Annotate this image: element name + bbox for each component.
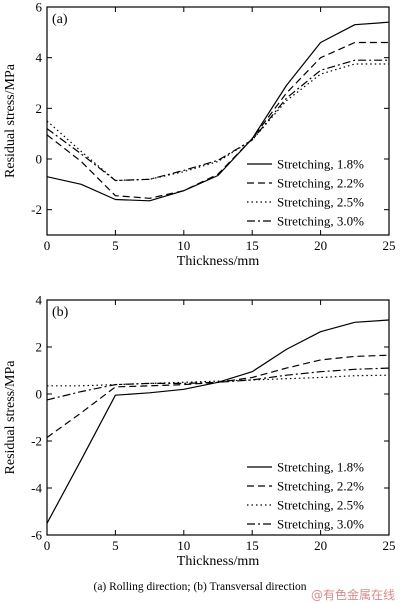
x-tick-label: 15 xyxy=(246,238,259,253)
series-line xyxy=(47,374,390,387)
x-tick-label: 15 xyxy=(246,538,259,553)
panel-a-rolling-direction: 0 5 10 15 20 25 -2 0 2 4 6 Thickness/mm Residual str… xyxy=(3,0,396,269)
y-tick-label: -6 xyxy=(31,528,42,543)
x-tick-label: 25 xyxy=(383,538,396,553)
legend-label: Stretching, 2.5% xyxy=(277,195,364,210)
panel-label: (b) xyxy=(52,305,69,320)
panel-b-transversal-direction: 0 5 10 15 20 25 -6 -4 -2 0 2 4 Thickness/mm Residual … xyxy=(3,293,396,570)
legend-label: Stretching, 1.8% xyxy=(277,460,364,475)
watermark: @有色金属在线 xyxy=(311,587,395,602)
series-line xyxy=(46,41,389,199)
x-tick-label: 20 xyxy=(314,538,327,553)
y-tick-label: 0 xyxy=(36,152,43,167)
x-tick-label: 5 xyxy=(112,238,119,253)
y-tick-label: -4 xyxy=(31,481,42,496)
legend-label: Stretching, 3.0% xyxy=(277,214,364,229)
y-axis-title: Residual stress/MPa xyxy=(3,360,18,475)
legend-label: Stretching, 3.0% xyxy=(277,517,364,532)
plot-frame xyxy=(46,299,390,536)
series-line xyxy=(46,21,390,202)
y-tick-label: 2 xyxy=(36,101,43,116)
series-line xyxy=(46,354,390,438)
y-tick-label: -2 xyxy=(31,434,42,449)
legend-label: Stretching, 1.8% xyxy=(277,157,364,172)
legend-label: Stretching, 2.2% xyxy=(277,479,364,494)
legend-label: Stretching, 2.5% xyxy=(277,498,364,513)
x-tick-label: 10 xyxy=(177,238,190,253)
x-axis-title: Thickness/mm xyxy=(177,254,260,269)
x-tick-label: 10 xyxy=(177,538,190,553)
y-tick-label: -2 xyxy=(31,202,42,217)
x-tick-label: 5 xyxy=(112,538,119,553)
x-axis-title: Thickness/mm xyxy=(177,554,260,569)
x-tick-label: 25 xyxy=(383,238,396,253)
series-line xyxy=(46,367,390,401)
x-tick-label: 0 xyxy=(44,238,51,253)
y-tick-label: 4 xyxy=(36,293,43,308)
panel-label: (a) xyxy=(52,12,68,27)
series-line xyxy=(46,59,389,182)
y-tick-label: 4 xyxy=(36,50,43,65)
series-line xyxy=(46,63,389,182)
y-tick-label: 0 xyxy=(36,387,43,402)
x-tick-label: 20 xyxy=(314,238,327,253)
figure-caption: (a) Rolling direction; (b) Transversal d… xyxy=(93,581,306,593)
legend-label: Stretching, 2.2% xyxy=(277,176,364,191)
y-axis-title: Residual stress/MPa xyxy=(3,63,18,178)
y-tick-label: 6 xyxy=(36,0,43,15)
x-tick-label: 0 xyxy=(44,538,51,553)
y-tick-label: 2 xyxy=(36,340,43,355)
